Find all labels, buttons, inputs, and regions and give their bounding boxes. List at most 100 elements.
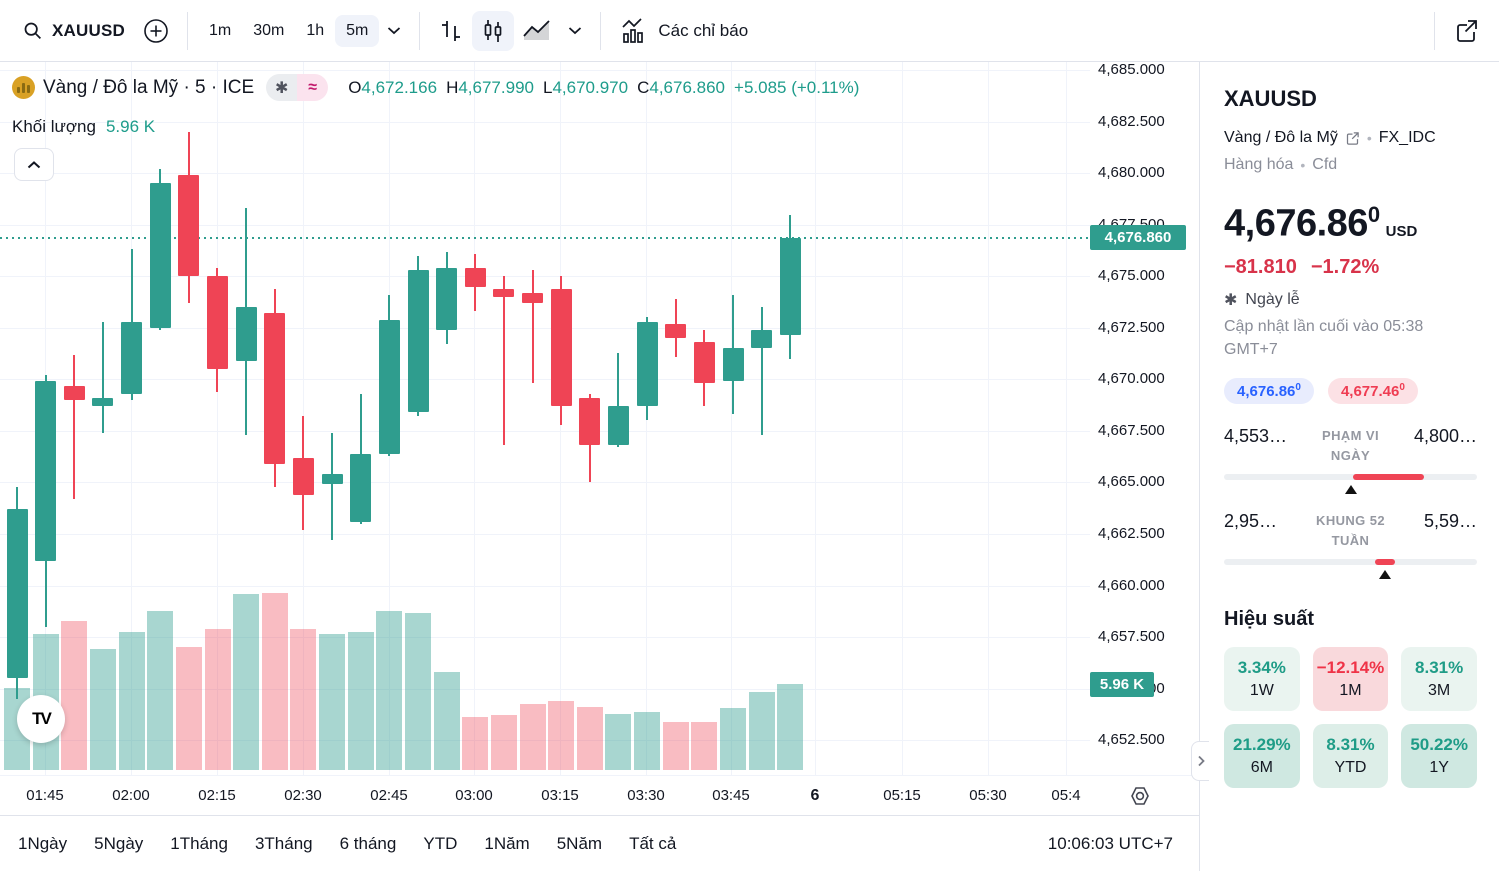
day-range-segment [1353,474,1424,481]
candle-wick [73,354,76,499]
symbol-search-button[interactable]: XAUUSD [12,13,135,48]
range-button[interactable]: 3Tháng [254,833,313,853]
price-axis[interactable]: 4,685.000 4,682.500 4,680.000 4,677.500 4,67… [1090,61,1199,775]
bottom-toolbar: 1Ngày 5Ngày 1Tháng 3Tháng 6 tháng YTD 1Năm 5Năm… [0,815,1199,871]
timeframe-button-1h[interactable]: 1h [306,21,325,39]
time-tick: 01:45 [26,787,64,804]
timeframe-menu-button[interactable] [379,19,409,42]
performance-cell-1W[interactable]: 3.34% 1W [1224,647,1300,712]
candlestick-chart[interactable]: Vàng / Đô la Mỹ · 5 · ICE ✱ ≈ O4,672.166… [0,62,1090,775]
open-in-new-window-button[interactable] [1445,11,1487,51]
time-axis[interactable]: 01:45 02:00 02:15 02:30 02:45 03:00 03:15 03:30… [0,775,1199,816]
top-toolbar: XAUUSD 1m 30m 1h 5m [0,0,1499,62]
sector-label[interactable]: Hàng hóa [1224,156,1294,173]
chart-style-menu-button[interactable] [560,19,590,42]
range-button[interactable]: 5Năm [556,833,603,853]
symbol-full-name[interactable]: Vàng / Đô la Mỹ [1224,129,1338,146]
current-price-line [0,236,1090,239]
range-button[interactable]: 1Năm [484,833,530,853]
candle-body [550,288,572,407]
price-tick: 4,672.500 [1098,318,1165,336]
range-button[interactable]: 5Ngày [94,833,144,853]
grid-line [0,327,1090,329]
volume-bar [347,631,374,770]
grid-line [0,534,1090,535]
area-chart-icon [522,18,552,44]
range-button[interactable]: 6 tháng [339,833,397,853]
timeframe-button-1m[interactable]: 1m [209,21,232,39]
last-update-note: Cập nhật lần cuối vào 05:38 GMT+7 [1224,317,1424,358]
week52-range-block: 2,95… KHUNG 52 TUẦN 5,59… [1224,511,1477,580]
holiday-asterisk-icon: ✱ [1224,291,1238,309]
performance-grid: 3.34% 1W −12.14% 1M 8.31% 3M 21.29% 6M 8.31% YTD 5… [1224,647,1477,789]
candle-body [321,474,343,485]
indicators-label: Các chỉ báo [658,20,749,40]
chart-style-candles-button[interactable] [472,10,515,51]
last-price: 4,676.860USD [1224,202,1418,245]
performance-cell-YTD[interactable]: 8.31% YTD [1312,724,1389,789]
day-range-track [1224,474,1477,481]
performance-cell-1Y[interactable]: 50.22% 1Y [1401,724,1477,789]
exchange-name[interactable]: FX_IDC [1378,129,1436,146]
ask-price-pill[interactable]: 4,677.460 [1327,378,1418,405]
clock[interactable]: 10:06:03 UTC+7 [1047,833,1173,853]
chart-style-bars-button[interactable] [430,11,472,51]
week52-high: 5,59… [1423,511,1477,532]
volume-label: Khối lượng [12,117,96,136]
candle-body [178,175,200,277]
grid-line [217,62,218,775]
legend-symbol-name[interactable]: Vàng / Đô la Mỹ · 5 · ICE [43,76,255,98]
performance-title: Hiệu suất [1224,608,1315,631]
candle-body [264,313,286,464]
tradingview-logo[interactable]: TV [17,695,65,743]
grid-line [131,62,132,775]
range-button[interactable]: 1Tháng [170,833,228,853]
chart-style-area-button[interactable] [514,11,560,51]
grid-line [0,740,1090,742]
dot-separator: • [1300,157,1306,173]
performance-cell-6M[interactable]: 21.29% 6M [1224,724,1300,789]
current-volume-badge: 5.96 K [1090,671,1154,697]
close-value: 4,676.860 [649,77,726,97]
candle-wick [502,276,505,446]
legend-collapse-button[interactable] [14,148,54,181]
instrument-type-label[interactable]: Cfd [1312,156,1338,173]
performance-cell-3M[interactable]: 8.31% 3M [1401,647,1477,712]
panel-symbol-title[interactable]: XAUUSD [1224,86,1317,111]
ohlc-values: O4,672.166 H4,677.990 L4,670.970 C4,676.… [348,77,860,97]
candle-body [464,268,486,287]
toolbar-separator [419,11,421,50]
change-percent: −1.72% [1310,255,1380,278]
timeframe-button-5m[interactable]: 5m [335,14,380,47]
market-status-flags[interactable]: ✱ ≈ [266,74,329,101]
volume-bar [233,594,260,770]
grid-line [0,173,1090,175]
candle-body [292,457,314,495]
indicators-button[interactable]: Các chỉ báo [611,11,758,51]
compare-add-button[interactable] [135,11,177,51]
volume-bar [634,712,661,770]
bars-chart-icon [438,18,464,44]
holiday-label: Ngày lễ [1245,290,1300,308]
symbol-label: XAUUSD [52,20,125,40]
external-link-icon[interactable] [1345,131,1360,146]
axis-settings-icon[interactable] [1128,784,1152,808]
range-button[interactable]: YTD [423,833,458,853]
plus-circle-icon [143,18,169,44]
grid-line [731,62,732,775]
range-button[interactable]: 1Ngày [18,833,68,853]
candle-body [350,453,372,522]
time-tick: 02:30 [284,787,322,804]
panel-collapse-handle[interactable] [1191,741,1209,781]
bid-price-pill[interactable]: 4,676.860 [1224,378,1314,405]
candle-body [235,307,257,361]
search-icon [22,20,43,41]
day-range-label: PHẠM VI NGÀY [1322,428,1379,463]
timeframe-button-30m[interactable]: 30m [253,21,285,39]
range-button[interactable]: Tất cả [629,833,677,853]
toolbar-separator [187,11,188,50]
time-tick: 02:15 [198,787,236,804]
performance-cell-1M[interactable]: −12.14% 1M [1312,647,1389,712]
grid-line [1066,62,1067,775]
